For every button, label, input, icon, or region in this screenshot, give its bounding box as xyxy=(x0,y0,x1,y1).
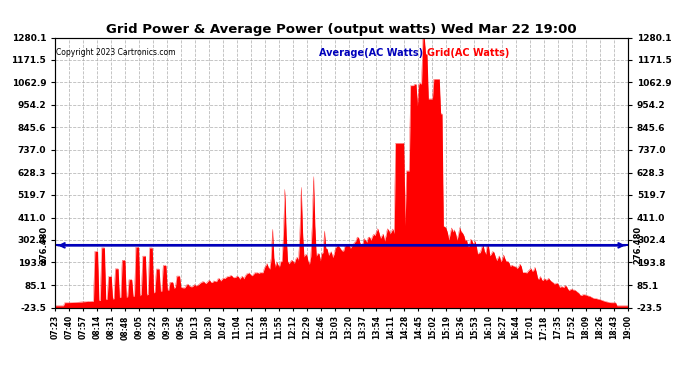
Text: 276.480: 276.480 xyxy=(633,226,642,264)
Text: Copyright 2023 Cartronics.com: Copyright 2023 Cartronics.com xyxy=(56,48,175,57)
Title: Grid Power & Average Power (output watts) Wed Mar 22 19:00: Grid Power & Average Power (output watts… xyxy=(106,23,577,36)
Text: 276.480: 276.480 xyxy=(39,226,48,264)
Text: Grid(AC Watts): Grid(AC Watts) xyxy=(427,48,510,58)
Text: Average(AC Watts): Average(AC Watts) xyxy=(319,48,423,58)
